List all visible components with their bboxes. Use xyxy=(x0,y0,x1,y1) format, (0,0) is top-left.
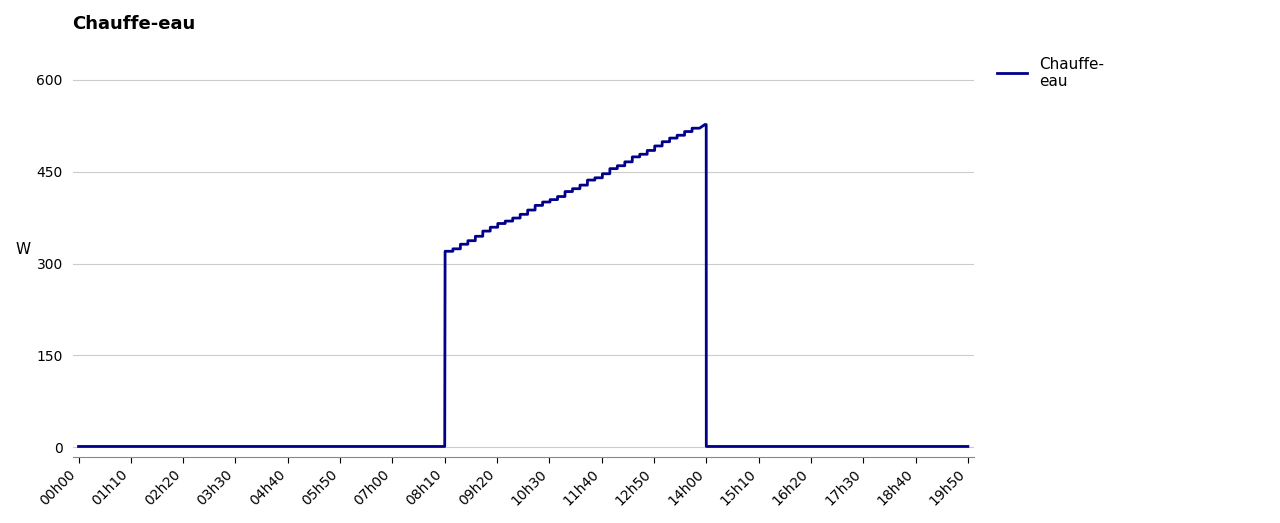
Chauffe-
eau xyxy=(617,163,632,169)
Chauffe-
eau xyxy=(724,444,740,450)
Chauffe-
eau xyxy=(788,444,804,450)
Chauffe-
eau xyxy=(888,444,904,450)
Chauffe-
eau xyxy=(70,444,86,450)
Chauffe-
eau xyxy=(801,444,817,450)
Chauffe-
eau xyxy=(698,121,713,128)
Legend: Chauffe-
eau: Chauffe- eau xyxy=(991,51,1111,95)
Chauffe-
eau xyxy=(218,444,233,450)
Line: Chauffe-
eau: Chauffe- eau xyxy=(78,124,968,447)
Y-axis label: W: W xyxy=(15,242,31,257)
Chauffe-
eau xyxy=(960,444,975,450)
Text: Chauffe-eau: Chauffe-eau xyxy=(73,15,196,33)
